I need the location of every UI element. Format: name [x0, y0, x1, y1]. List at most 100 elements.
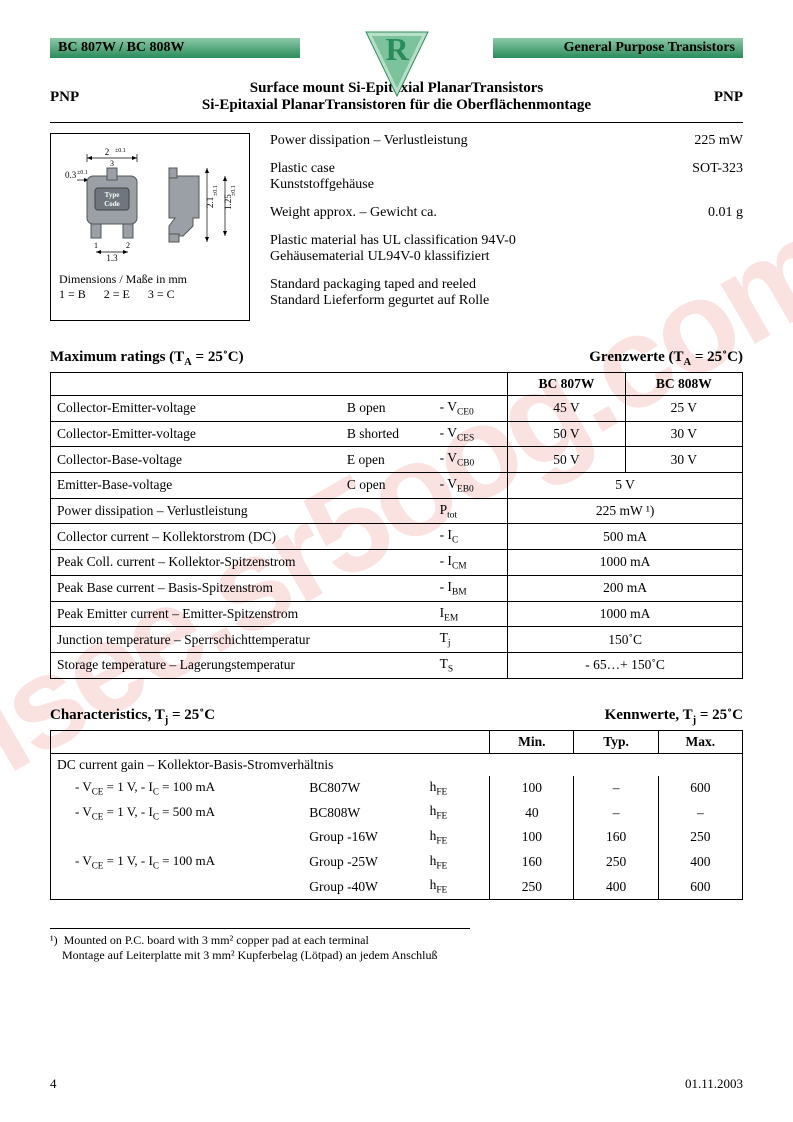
value-cell: 1000 mA: [508, 550, 743, 576]
max-cell: 250: [658, 825, 742, 850]
table-row: Group -40WhFE250400600: [51, 874, 743, 899]
typ-cell: 160: [574, 825, 658, 850]
cond-cell: E open: [341, 447, 434, 473]
table-row: Power dissipation – VerlustleistungPtot2…: [51, 498, 743, 524]
info-section: 2 ±0.1 0.3 ±0.1 Type Code: [50, 133, 743, 321]
symbol-cell: IEM: [434, 601, 508, 627]
info-label: Power dissipation – Verlustleistung: [270, 133, 653, 149]
heading-left: Characteristics, Tj = 25˚C: [50, 707, 215, 726]
package-pins: 1 = B 2 = E 3 = C: [59, 287, 241, 302]
package-drawing: 2 ±0.1 0.3 ±0.1 Type Code: [59, 144, 241, 264]
max-ratings-heading: Maximum ratings (TA = 25˚C) Grenzwerte (…: [50, 349, 743, 368]
typ-cell: –: [574, 800, 658, 825]
char-group-label: DC current gain – Kollektor-Basis-Stromv…: [51, 753, 490, 776]
cond-cell: [51, 874, 304, 899]
value-cell: 50 V: [508, 421, 625, 447]
info-value: 225 mW: [653, 133, 743, 149]
footnote-de: Montage auf Leiterplatte mit 3 mm² Kupfe…: [62, 948, 437, 962]
svg-text:±0.1: ±0.1: [213, 185, 219, 196]
footnote-marker: ¹): [50, 933, 58, 947]
symbol-cell: - IBM: [434, 575, 508, 601]
col-bc808w: BC 808W: [625, 373, 742, 396]
svg-text:Type: Type: [105, 191, 120, 199]
max-cell: –: [658, 800, 742, 825]
svg-text:R: R: [385, 31, 409, 67]
info-label: Plastic case Kunststoffgehäuse: [270, 161, 653, 193]
table-row: Collector-Emitter-voltageB shorted- VCES…: [51, 421, 743, 447]
cond-cell: - VCE = 1 V, - IC = 100 mA: [51, 850, 304, 875]
char-group-row: DC current gain – Kollektor-Basis-Stromv…: [51, 753, 743, 776]
table-header-row: BC 807W BC 808W: [51, 373, 743, 396]
cond-cell: C open: [341, 473, 434, 499]
param-cell: Peak Coll. current – Kollektor-Spitzenst…: [51, 550, 341, 576]
min-cell: 40: [490, 800, 574, 825]
footer-date: 01.11.2003: [685, 1076, 743, 1092]
value-cell: 1000 mA: [508, 601, 743, 627]
symbol-cell: Ptot: [434, 498, 508, 524]
cond-cell: - VCE = 1 V, - IC = 100 mA: [51, 776, 304, 801]
value-cell: 45 V: [508, 396, 625, 422]
symbol-cell: hFE: [424, 850, 490, 875]
svg-text:2: 2: [126, 241, 130, 250]
col-typ: Typ.: [574, 730, 658, 753]
svg-text:±0.1: ±0.1: [231, 185, 237, 196]
param-cell: Storage temperature – Lagerungstemperatu…: [51, 652, 341, 678]
symbol-cell: - IC: [434, 524, 508, 550]
param-cell: Junction temperature – Sperrschichttempe…: [51, 627, 341, 653]
col-bc807w: BC 807W: [508, 373, 625, 396]
cond-cell: [51, 825, 304, 850]
characteristics-heading: Characteristics, Tj = 25˚C Kennwerte, Tj…: [50, 707, 743, 726]
symbol-cell: - VCB0: [434, 447, 508, 473]
header-category: General Purpose Transistors: [493, 38, 743, 58]
param-cell: Collector-Base-voltage: [51, 447, 341, 473]
cond-cell: B open: [341, 396, 434, 422]
package-dims-label: Dimensions / Maße in mm: [59, 272, 241, 287]
svg-text:±0.1: ±0.1: [115, 148, 126, 154]
header-logo: R: [362, 30, 432, 100]
table-row: Peak Emitter current – Emitter-Spitzenst…: [51, 601, 743, 627]
svg-text:Code: Code: [104, 200, 120, 208]
group-cell: BC807W: [303, 776, 423, 801]
heading-left: Maximum ratings (TA = 25˚C): [50, 349, 244, 368]
table-row: Emitter-Base-voltageC open- VEB05 V: [51, 473, 743, 499]
info-row-case: Plastic case Kunststoffgehäuse SOT-323: [270, 161, 743, 193]
min-cell: 100: [490, 776, 574, 801]
heading-right: Kennwerte, Tj = 25˚C: [605, 707, 743, 726]
value-cell: 30 V: [625, 421, 742, 447]
param-cell: Power dissipation – Verlustleistung: [51, 498, 341, 524]
cond-cell: [341, 652, 434, 678]
info-row-power: Power dissipation – Verlustleistung 225 …: [270, 133, 743, 149]
param-cell: Collector-Emitter-voltage: [51, 421, 341, 447]
table-row: Peak Coll. current – Kollektor-Spitzenst…: [51, 550, 743, 576]
info-value: SOT-323: [653, 161, 743, 193]
param-cell: Collector-Emitter-voltage: [51, 396, 341, 422]
svg-text:3: 3: [110, 159, 114, 168]
group-cell: Group -40W: [303, 874, 423, 899]
max-cell: 600: [658, 874, 742, 899]
info-label: Weight approx. – Gewicht ca.: [270, 205, 653, 221]
symbol-cell: - VCE0: [434, 396, 508, 422]
cond-cell: [341, 524, 434, 550]
param-cell: Collector current – Kollektorstrom (DC): [51, 524, 341, 550]
svg-text:1: 1: [94, 241, 98, 250]
min-cell: 160: [490, 850, 574, 875]
symbol-cell: Tj: [434, 627, 508, 653]
group-cell: Group -16W: [303, 825, 423, 850]
cond-cell: - VCE = 1 V, - IC = 500 mA: [51, 800, 304, 825]
symbol-cell: - VCES: [434, 421, 508, 447]
info-right: Power dissipation – Verlustleistung 225 …: [270, 133, 743, 321]
title-pnp-left: PNP: [50, 89, 110, 106]
min-cell: 250: [490, 874, 574, 899]
min-cell: 100: [490, 825, 574, 850]
value-cell: 30 V: [625, 447, 742, 473]
table-row: Group -16WhFE100160250: [51, 825, 743, 850]
table-row: Junction temperature – Sperrschichttempe…: [51, 627, 743, 653]
cond-cell: [341, 627, 434, 653]
value-cell: 200 mA: [508, 575, 743, 601]
symbol-cell: hFE: [424, 825, 490, 850]
svg-text:2: 2: [105, 147, 110, 157]
page-number: 4: [50, 1076, 57, 1092]
cond-cell: [341, 601, 434, 627]
table-row: Peak Base current – Basis-Spitzenstrom- …: [51, 575, 743, 601]
group-cell: BC808W: [303, 800, 423, 825]
